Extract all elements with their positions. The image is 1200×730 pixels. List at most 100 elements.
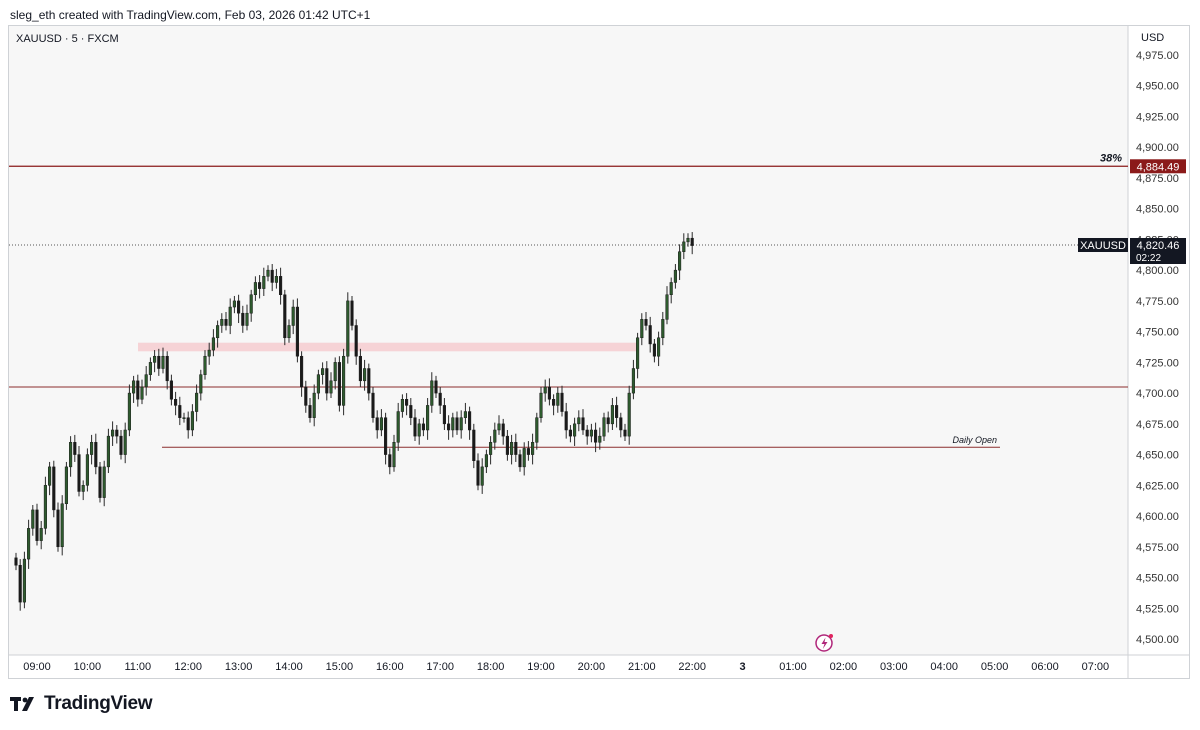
candle-body[interactable]	[442, 405, 446, 425]
candle-body[interactable]	[245, 312, 249, 326]
candle-body[interactable]	[207, 349, 211, 357]
candle-body[interactable]	[106, 435, 110, 468]
candle-body[interactable]	[640, 319, 644, 339]
candle-body[interactable]	[165, 355, 169, 382]
candle-body[interactable]	[560, 392, 564, 412]
candle-body[interactable]	[94, 442, 98, 468]
candle-body[interactable]	[22, 558, 26, 603]
candle-body[interactable]	[392, 442, 396, 468]
candle-body[interactable]	[308, 405, 312, 418]
candle-body[interactable]	[690, 237, 694, 246]
candle-body[interactable]	[228, 306, 232, 326]
candle-body[interactable]	[552, 399, 556, 406]
candle-body[interactable]	[657, 337, 661, 357]
candle-body[interactable]	[69, 442, 73, 468]
candle-body[interactable]	[186, 417, 190, 431]
candle-body[interactable]	[564, 411, 568, 431]
candle-body[interactable]	[291, 306, 295, 326]
candle-body[interactable]	[216, 325, 220, 339]
candle-body[interactable]	[153, 355, 157, 363]
candle-body[interactable]	[610, 405, 614, 425]
candle-body[interactable]	[602, 417, 606, 437]
candle-body[interactable]	[253, 282, 257, 295]
candle-body[interactable]	[594, 429, 598, 443]
candle-body[interactable]	[510, 442, 514, 455]
candle-body[interactable]	[337, 362, 341, 406]
candle-body[interactable]	[652, 343, 656, 357]
candle-body[interactable]	[232, 300, 236, 308]
candle-body[interactable]	[421, 423, 425, 431]
candle-body[interactable]	[375, 417, 379, 431]
candle-body[interactable]	[249, 294, 253, 314]
candle-body[interactable]	[144, 374, 148, 388]
candle-body[interactable]	[190, 411, 194, 431]
candle-body[interactable]	[665, 294, 669, 320]
candle-body[interactable]	[568, 429, 572, 437]
candle-body[interactable]	[661, 319, 665, 339]
candle-body[interactable]	[531, 442, 535, 455]
candle-body[interactable]	[350, 300, 354, 326]
candle-body[interactable]	[39, 528, 43, 541]
candle-body[interactable]	[157, 355, 161, 369]
candle-body[interactable]	[514, 442, 518, 455]
candle-body[interactable]	[237, 300, 241, 314]
candle-body[interactable]	[148, 362, 152, 375]
candle-body[interactable]	[115, 429, 119, 437]
candle-body[interactable]	[468, 411, 472, 431]
candle-body[interactable]	[678, 251, 682, 271]
candle-body[interactable]	[102, 466, 106, 498]
candle-body[interactable]	[480, 466, 484, 486]
candle-body[interactable]	[224, 319, 228, 326]
candle-body[interactable]	[35, 509, 39, 541]
candle-body[interactable]	[589, 429, 593, 437]
candle-body[interactable]	[648, 325, 652, 345]
tradingview-logo[interactable]: TradingView	[10, 693, 153, 715]
candle-body[interactable]	[241, 312, 245, 326]
candle-body[interactable]	[598, 435, 602, 443]
candle-body[interactable]	[644, 319, 648, 326]
candle-body[interactable]	[686, 237, 690, 243]
candle-body[interactable]	[547, 386, 551, 400]
candle-body[interactable]	[14, 557, 18, 566]
candle-body[interactable]	[27, 528, 31, 560]
plot-area[interactable]	[9, 26, 1128, 655]
candle-body[interactable]	[111, 429, 115, 437]
candle-body[interactable]	[283, 294, 287, 339]
candle-body[interactable]	[174, 399, 178, 406]
candle-body[interactable]	[48, 466, 52, 486]
candle-body[interactable]	[64, 466, 68, 505]
candle-body[interactable]	[379, 417, 383, 431]
candle-body[interactable]	[304, 386, 308, 406]
candle-body[interactable]	[203, 355, 207, 375]
candle-body[interactable]	[526, 448, 530, 455]
candle-body[interactable]	[136, 380, 140, 400]
candle-body[interactable]	[505, 435, 509, 455]
candle-body[interactable]	[178, 405, 182, 418]
candle-body[interactable]	[606, 417, 610, 425]
candle-body[interactable]	[573, 423, 577, 437]
candle-body[interactable]	[195, 392, 199, 412]
candle-body[interactable]	[577, 417, 581, 425]
candle-body[interactable]	[262, 276, 266, 289]
candle-body[interactable]	[127, 392, 131, 431]
candle-body[interactable]	[413, 417, 417, 437]
candle-body[interactable]	[409, 405, 413, 418]
candle-body[interactable]	[455, 417, 459, 431]
candle-body[interactable]	[52, 466, 56, 511]
candle-body[interactable]	[73, 442, 77, 455]
candle-body[interactable]	[199, 374, 203, 394]
candle-body[interactable]	[333, 362, 337, 382]
candle-body[interactable]	[405, 399, 409, 406]
candle-body[interactable]	[535, 417, 539, 443]
candle-body[interactable]	[325, 368, 329, 394]
candle-body[interactable]	[182, 417, 186, 419]
candle-body[interactable]	[426, 405, 430, 431]
candle-body[interactable]	[77, 454, 81, 492]
candle-body[interactable]	[98, 466, 102, 498]
candle-body[interactable]	[31, 509, 35, 529]
candle-body[interactable]	[396, 411, 400, 443]
candle-body[interactable]	[484, 454, 488, 468]
candle-body[interactable]	[258, 282, 262, 289]
candle-body[interactable]	[627, 392, 631, 437]
